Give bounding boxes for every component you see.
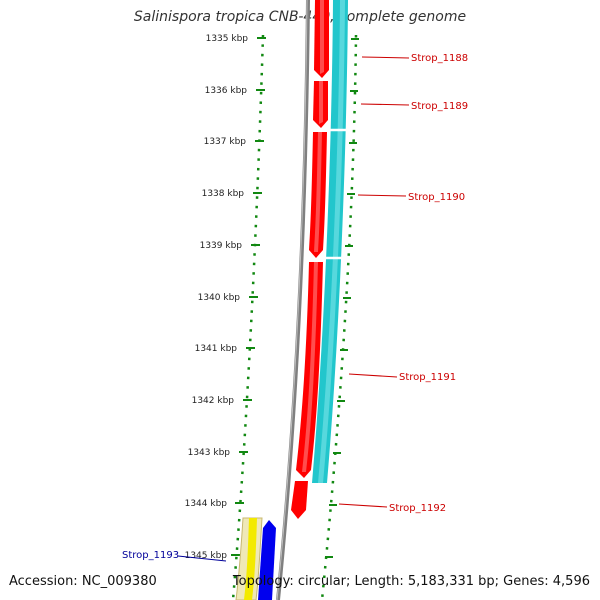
- ruler-outer-arc: [320, 34, 358, 600]
- leader-line: [348, 373, 398, 378]
- tick-label: 1340 kbp: [198, 293, 241, 303]
- leader-line-blue: [177, 555, 227, 562]
- tick-label: 1337 kbp: [204, 137, 247, 147]
- gene-label-strop-1192[interactable]: Strop_1192: [389, 503, 446, 514]
- outer-ruler-ticks: [325, 38, 359, 558]
- tick-label: 1343 kbp: [188, 448, 231, 458]
- tick-label: 1336 kbp: [205, 86, 248, 96]
- leader-line: [360, 103, 410, 106]
- gene-arrow-strop-1192: [291, 481, 308, 519]
- tick-label: 1341 kbp: [195, 344, 238, 354]
- yellow-feature: [244, 518, 257, 600]
- tick-label: 1345 kbp: [185, 551, 228, 561]
- tick-label: 1338 kbp: [202, 189, 245, 199]
- gene-label-strop-1190[interactable]: Strop_1190: [408, 192, 465, 203]
- gene-shading: [302, 262, 318, 472]
- gene-label-strop-1193[interactable]: Strop_1193: [122, 550, 179, 561]
- map-title: Salinispora tropica CNB-440, complete ge…: [133, 9, 467, 25]
- label-leaders: [338, 56, 410, 508]
- gene-shading: [314, 132, 322, 252]
- backbone-line: [276, 0, 310, 600]
- accession-text: Accession: NC_009380: [9, 574, 157, 589]
- genome-summary-text: Topology: circular; Length: 5,183,331 bp…: [232, 574, 590, 589]
- tick-label: 1335 kbp: [206, 34, 249, 44]
- gene-label-strop-1189[interactable]: Strop_1189: [411, 101, 468, 112]
- forward-cds-arrows: [291, 0, 329, 519]
- ruler-inner-arc: [231, 34, 265, 600]
- backbone-highlight: [276, 0, 308, 600]
- ruler-tick-labels: 1335 kbp 1336 kbp 1337 kbp 1338 kbp 1339…: [185, 34, 249, 561]
- inner-ruler-ticks: [231, 37, 266, 556]
- tick-label: 1344 kbp: [185, 499, 228, 509]
- gene-label-strop-1188[interactable]: Strop_1188: [411, 53, 468, 64]
- blue-feature-arrow: [258, 520, 276, 600]
- tick-label: 1342 kbp: [192, 396, 235, 406]
- leader-line: [361, 56, 410, 59]
- leader-line: [357, 194, 407, 197]
- gene-shading: [319, 81, 323, 124]
- leader-line: [338, 503, 388, 508]
- tick-label: 1339 kbp: [200, 241, 243, 251]
- reverse-cds-highlight: [318, 0, 345, 483]
- gene-shading: [320, 0, 324, 74]
- gene-label-strop-1191[interactable]: Strop_1191: [399, 372, 456, 383]
